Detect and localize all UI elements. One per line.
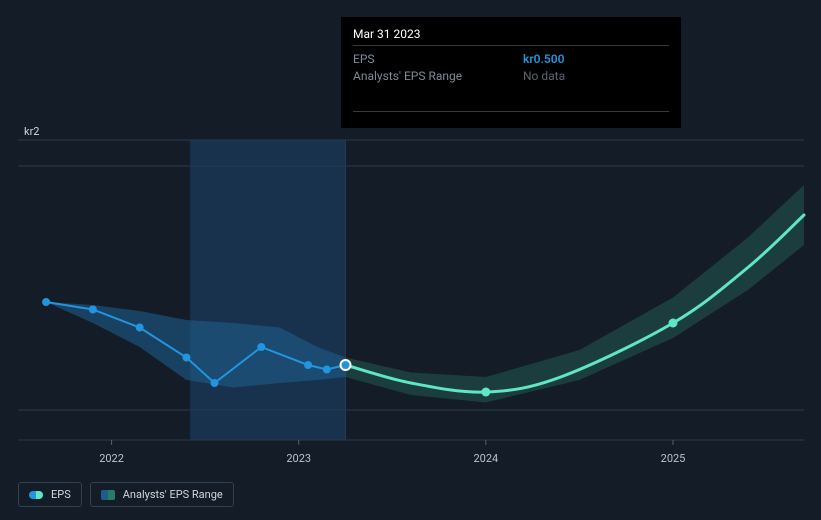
legend-item-eps[interactable]: EPS bbox=[18, 482, 82, 507]
chart-legend: EPS Analysts' EPS Range bbox=[18, 482, 234, 507]
eps-chart[interactable] bbox=[0, 0, 821, 520]
legend-label-range: Analysts' EPS Range bbox=[123, 488, 223, 501]
legend-swatch-eps bbox=[29, 491, 43, 499]
legend-label-eps: EPS bbox=[51, 488, 71, 501]
legend-item-range[interactable]: Analysts' EPS Range bbox=[90, 482, 234, 507]
legend-swatch-range bbox=[101, 490, 115, 500]
